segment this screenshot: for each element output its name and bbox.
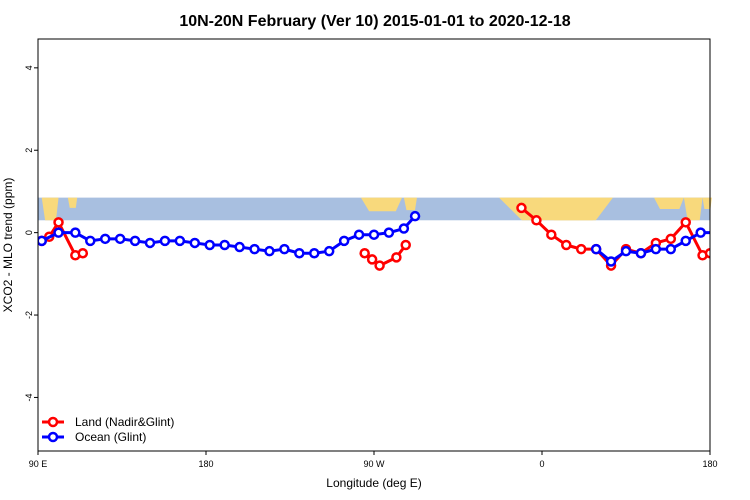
data-point [353,229,365,240]
x-tick-label: 90 E [29,459,48,469]
data-point [129,235,141,247]
y-axis-label: XCO2 - MLO trend (ppm) [1,178,15,313]
land-shape [683,197,703,221]
x-axis: 90 E 180 90 W 0 180 [29,451,718,469]
legend-label: Land (Nadir&Glint) [75,415,174,429]
land-shape [67,197,78,208]
x-tick-label: 180 [198,459,213,469]
data-point [374,260,385,271]
data-point [53,227,64,238]
x-tick-label: 0 [539,459,544,469]
data-point [114,233,126,245]
data-point [359,247,370,259]
world-map-band [38,197,712,221]
data-point [279,243,290,255]
data-point [590,243,602,255]
data-point [635,247,647,259]
legend-marker [47,431,59,443]
data-point [665,243,677,255]
land-shape [542,197,602,221]
legend-label: Ocean (Glint) [75,430,146,444]
data-point [338,235,350,247]
data-point [620,245,632,257]
data-point [704,247,710,259]
x-tick-label: 90 W [363,459,385,469]
x-axis-label: Longitude (deg E) [326,476,421,490]
data-point [77,247,89,259]
land-shape [41,197,59,221]
y-tick-label: 0 [24,230,34,235]
data-point [391,252,402,263]
land-shape [654,197,684,209]
data-point [712,229,720,237]
y-tick-label: -4 [24,393,34,401]
data-point [575,243,587,255]
data-point [665,233,677,245]
data-point [727,237,735,245]
y-tick-label: -2 [24,311,34,319]
legend: Land (Nadir&Glint)Ocean (Glint) [42,415,174,444]
data-point [234,241,245,253]
data-point [219,239,230,251]
data-point [680,235,691,247]
data-point [323,245,335,257]
data-point [398,223,410,234]
data-point [409,210,421,222]
data-point [204,239,215,251]
y-tick-label: 4 [24,65,34,70]
data-point [264,245,275,257]
series-ocean [38,210,749,267]
data-point [741,235,749,243]
chart-title: 10N-20N February (Ver 10) 2015-01-01 to … [179,13,570,30]
data-point [249,243,260,255]
x-tick-label: 180 [702,459,717,469]
data-point [38,235,47,247]
data-point [516,202,527,214]
data-point [561,239,572,251]
data-point [174,235,186,247]
data-point [189,237,201,249]
data-point [695,227,706,238]
y-tick-label: 2 [24,148,34,153]
data-point [99,233,111,245]
data-point [70,227,81,238]
y-axis: 4 2 0 -2 -4 [24,65,38,401]
land-shape [360,197,402,212]
data-point [53,217,64,228]
data-point [383,227,395,238]
data-point [400,239,411,251]
legend-marker [47,416,59,428]
data-point [605,256,617,267]
data-point [85,235,96,247]
data-point [531,215,542,226]
data-point [144,237,156,249]
data-point [650,243,662,255]
data-point [159,235,171,247]
plot-frame [37,38,711,452]
data-point [366,254,378,265]
data-point [368,229,380,240]
data-point [546,229,557,240]
series-layer [38,202,749,271]
land-shape [403,197,417,211]
data-point [294,247,305,259]
data-point [680,217,691,228]
data-point [309,247,320,259]
